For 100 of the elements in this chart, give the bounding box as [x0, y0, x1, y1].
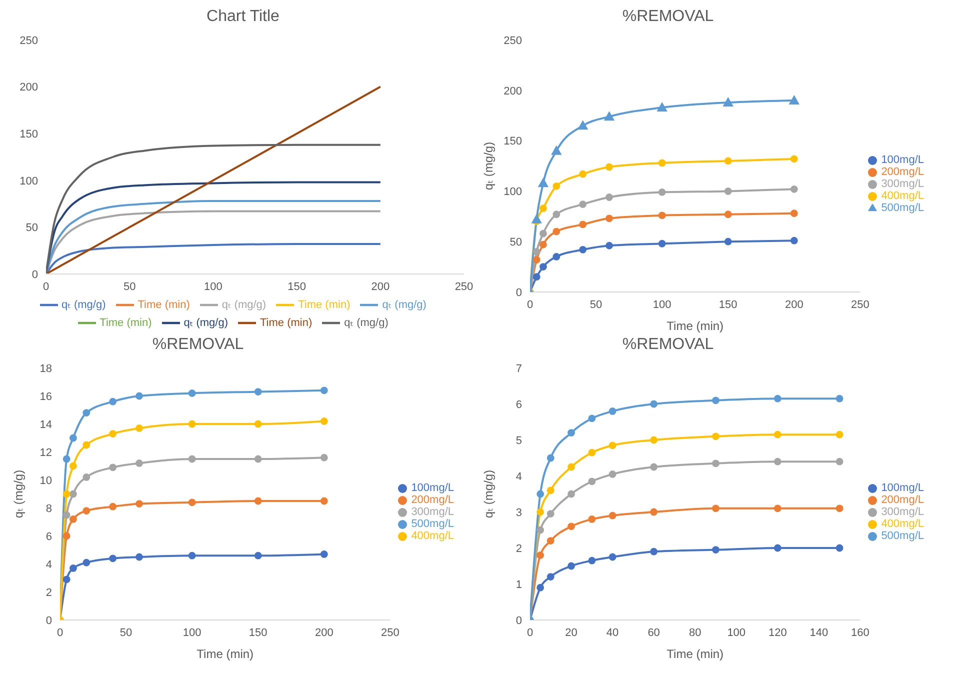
point: [188, 498, 196, 506]
point: [606, 194, 613, 201]
point: [657, 102, 668, 112]
point: [579, 220, 587, 228]
x-tick-label: 20: [565, 626, 578, 639]
y-tick-label: 50: [510, 236, 522, 249]
point: [712, 546, 720, 554]
point: [789, 95, 800, 104]
legend-label: qₜ (mg/g): [62, 298, 106, 311]
point: [712, 396, 720, 404]
legend-label: 500mg/L: [881, 202, 924, 214]
y-tick-label: 0: [46, 614, 52, 627]
x-tick-label: 160: [851, 626, 870, 639]
y-tick-label: 4: [46, 558, 52, 571]
legend-label: qₜ (mg/g): [344, 316, 388, 329]
chart-title: Chart Title: [206, 8, 280, 27]
x-tick-label: 200: [314, 626, 334, 639]
legend-label: Time (min): [298, 298, 350, 311]
point: [658, 159, 666, 167]
point: [608, 470, 616, 478]
point: [774, 430, 782, 438]
chart-title: %REMOVAL: [621, 336, 715, 355]
x-tick-label: 100: [204, 280, 222, 293]
x-axis-title: Time (min): [666, 647, 724, 661]
point: [536, 584, 544, 592]
point: [724, 238, 732, 246]
y-tick-label: 150: [20, 128, 38, 141]
legend-label: Time (min): [138, 298, 190, 311]
y-tick-label: 0: [32, 268, 38, 281]
x-tick-label: 100: [652, 298, 672, 311]
point: [588, 414, 596, 422]
point: [70, 490, 77, 498]
point: [320, 418, 328, 425]
point: [774, 504, 782, 512]
y-tick-label: 8: [46, 502, 52, 515]
point: [320, 550, 328, 558]
legend-label: 200mg/L: [411, 494, 454, 506]
point: [532, 256, 540, 264]
legend-label: Time (min): [260, 316, 312, 329]
y-tick-label: 200: [20, 82, 38, 94]
point: [109, 554, 117, 562]
x-tick-label: 0: [56, 626, 64, 639]
x-axis-title: Time (min): [666, 319, 724, 333]
y-tick-label: 0: [516, 614, 522, 627]
point: [540, 240, 547, 248]
legend-label: 500mg/L: [411, 518, 454, 530]
x-tick-label: 140: [810, 626, 828, 639]
point: [658, 212, 666, 220]
point: [536, 508, 544, 516]
point: [62, 576, 70, 584]
legend-label: 300mg/L: [881, 178, 924, 190]
point: [136, 424, 143, 432]
point: [536, 490, 544, 498]
point: [109, 430, 117, 438]
point: [579, 200, 587, 208]
point: [136, 460, 143, 467]
point: [724, 188, 732, 195]
point: [109, 502, 117, 510]
point: [568, 490, 575, 498]
y-axis-title: qₜ (mg/g): [481, 470, 496, 518]
point: [136, 553, 143, 561]
point: [82, 474, 90, 481]
point: [70, 462, 77, 470]
point: [579, 170, 587, 178]
point: [608, 512, 616, 520]
point: [254, 552, 262, 560]
point: [552, 182, 560, 190]
point: [608, 408, 616, 415]
point: [188, 455, 196, 463]
point: [532, 248, 540, 256]
point: [774, 394, 782, 402]
x-tick-label: 150: [248, 626, 268, 639]
point: [606, 242, 613, 250]
y-tick-label: 250: [504, 34, 522, 47]
point: [723, 97, 734, 106]
point: [588, 448, 596, 456]
x-tick-label: 250: [454, 280, 474, 293]
point: [540, 230, 547, 238]
point: [532, 273, 540, 281]
point: [712, 432, 720, 440]
point: [546, 510, 554, 518]
legend-label: 100mg/L: [411, 482, 454, 494]
y-tick-label: 2: [46, 586, 52, 599]
point: [538, 178, 548, 188]
legend-label: 100mg/L: [881, 482, 924, 494]
x-tick-label: 0: [526, 298, 534, 311]
y-tick-label: 14: [40, 418, 52, 431]
y-tick-label: 100: [20, 175, 38, 188]
y-tick-label: 16: [40, 390, 52, 403]
y-tick-label: 200: [504, 85, 522, 98]
y-tick-label: 250: [20, 34, 38, 47]
point: [724, 157, 732, 165]
x-tick-label: 80: [688, 626, 702, 639]
x-tick-label: 50: [123, 280, 136, 293]
x-tick-label: 150: [718, 298, 738, 311]
point: [608, 442, 616, 450]
x-tick-label: 0: [526, 626, 534, 639]
point: [790, 185, 798, 193]
point: [579, 246, 587, 254]
point: [836, 430, 844, 438]
